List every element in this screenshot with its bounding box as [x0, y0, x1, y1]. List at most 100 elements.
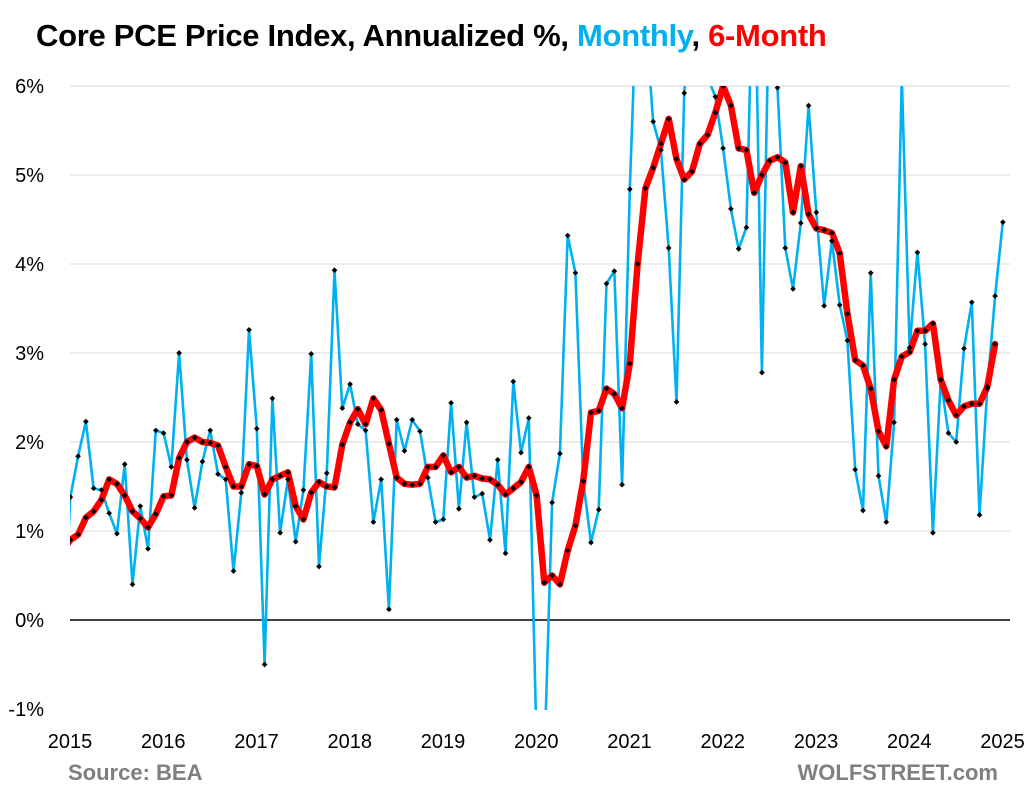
data-point-monthly: [860, 507, 866, 514]
data-point-monthly: [705, 74, 711, 80]
data-point-monthly: [502, 550, 509, 557]
data-point-six-month: [976, 400, 983, 407]
data-point-six-month: [836, 250, 843, 257]
data-point-monthly: [176, 350, 182, 356]
data-point-six-month: [487, 476, 493, 483]
data-point-monthly: [323, 470, 330, 476]
y-tick-label: 4%: [15, 254, 44, 276]
data-point-six-month: [308, 489, 315, 496]
data-point-six-month: [844, 311, 851, 317]
data-point-six-month: [347, 419, 353, 426]
data-point-six-month: [129, 508, 136, 515]
data-point-six-month: [393, 474, 400, 481]
data-point-six-month: [83, 514, 89, 521]
data-point-monthly: [790, 286, 796, 292]
x-tick-label: 2016: [141, 731, 186, 753]
data-point-monthly: [619, 481, 625, 488]
data-point-monthly: [230, 568, 237, 574]
data-point-monthly: [456, 505, 462, 512]
data-point-six-month: [743, 147, 750, 153]
data-point-monthly: [292, 538, 299, 545]
data-point-monthly: [401, 448, 408, 454]
data-point-six-month: [215, 442, 221, 449]
data-point-monthly: [285, 476, 291, 483]
data-point-monthly: [114, 530, 120, 537]
data-point-six-month: [98, 497, 105, 503]
data-point-monthly: [448, 400, 454, 406]
data-point-monthly: [75, 453, 81, 460]
data-point-monthly: [603, 280, 610, 287]
x-tick-label: 2015: [48, 731, 93, 753]
x-tick-label: 2021: [607, 731, 652, 753]
data-point-six-month: [316, 479, 322, 485]
data-point-six-month: [580, 478, 587, 484]
data-point-monthly: [160, 430, 167, 436]
data-point-monthly: [914, 249, 921, 256]
data-point-monthly: [347, 381, 353, 387]
data-point-six-month: [160, 493, 167, 500]
data-point-monthly: [681, 90, 688, 96]
data-point-monthly: [215, 471, 221, 477]
data-point-six-month: [355, 406, 361, 412]
data-point-monthly: [836, 302, 843, 308]
data-point-monthly: [60, 655, 66, 661]
title-monthly-legend: Monthly: [577, 18, 692, 53]
data-point-six-month: [642, 185, 649, 192]
data-point-six-month: [417, 481, 423, 487]
data-point-monthly: [852, 466, 859, 473]
data-point-six-month: [992, 341, 998, 347]
data-point-six-month: [339, 441, 346, 448]
series-line-monthly: [70, 86, 1005, 710]
data-point-six-month: [191, 434, 198, 441]
data-point-six-month: [766, 157, 773, 164]
data-point-monthly: [207, 427, 214, 434]
data-point-monthly: [393, 416, 400, 423]
data-point-six-month: [704, 132, 711, 138]
data-point-monthly: [922, 341, 928, 347]
data-point-monthly: [564, 232, 571, 239]
data-point-six-month: [922, 327, 928, 334]
data-point-six-month: [774, 154, 781, 161]
data-point-six-month: [906, 349, 913, 355]
data-point-monthly: [525, 415, 532, 421]
data-point-monthly: [494, 456, 501, 463]
data-point-monthly: [106, 510, 112, 517]
data-point-six-month: [75, 531, 81, 538]
data-point-six-month: [930, 320, 936, 327]
data-point-six-month: [114, 481, 120, 487]
data-point-monthly: [386, 606, 392, 613]
data-point-monthly: [611, 268, 618, 274]
data-point-monthly: [945, 430, 952, 436]
data-point-monthly: [253, 425, 260, 432]
data-point-six-month: [207, 440, 214, 446]
data-point-monthly: [246, 327, 252, 333]
data-point-six-month: [533, 492, 540, 499]
data-point-monthly: [743, 224, 750, 231]
data-point-monthly: [549, 499, 555, 506]
data-point-six-month: [790, 209, 796, 216]
x-tick-label: 2023: [794, 731, 839, 753]
data-point-monthly: [976, 512, 983, 518]
data-point-monthly: [370, 519, 377, 525]
data-point-monthly: [261, 661, 268, 668]
series-line-six-month: [70, 86, 999, 588]
data-point-six-month: [510, 485, 517, 492]
data-point-monthly: [152, 427, 159, 434]
data-point-monthly: [70, 494, 74, 501]
data-point-six-month: [409, 481, 416, 488]
x-tick-label: 2022: [701, 731, 746, 753]
x-tick-label: 2024: [887, 731, 932, 753]
data-point-monthly: [409, 416, 416, 423]
data-point-monthly: [145, 545, 151, 552]
y-tick-label: -1%: [8, 699, 44, 721]
data-point-six-month: [751, 189, 757, 196]
data-point-monthly: [797, 220, 804, 226]
data-point-monthly: [930, 529, 936, 536]
data-point-six-month: [541, 579, 548, 586]
data-point-six-month: [557, 581, 563, 588]
data-point-monthly: [961, 345, 967, 352]
data-point-six-month: [230, 483, 237, 490]
data-point-six-month: [759, 172, 765, 178]
data-point-monthly: [184, 456, 190, 463]
data-point-six-month: [883, 443, 890, 450]
